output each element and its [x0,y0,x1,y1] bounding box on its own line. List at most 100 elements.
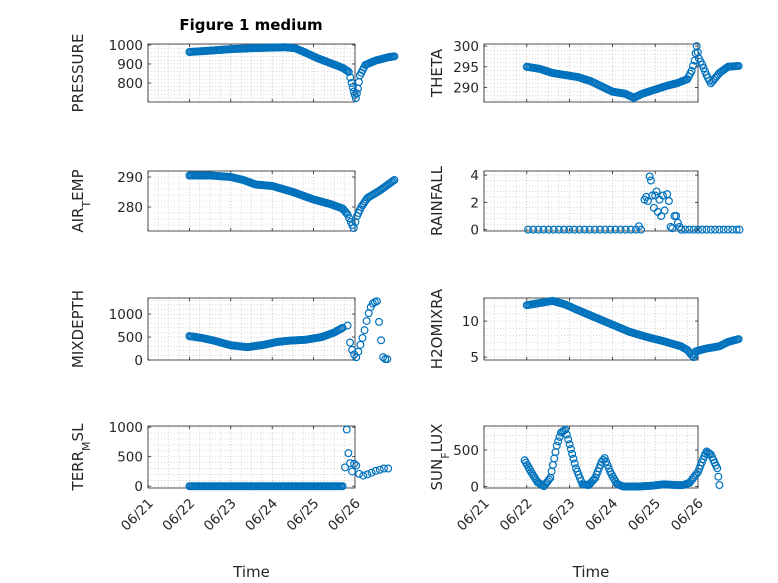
data-point [341,463,350,472]
data-point [390,52,399,61]
data-point [544,225,553,234]
axes-frame [147,297,356,361]
y-axis-label: AIRTEMP [69,169,93,232]
x-tick-label: 06/21 [454,496,493,535]
data-series [185,425,393,491]
x-tick-label: 06/26 [668,496,707,535]
x-axis-label: Time [572,563,610,581]
data-point [390,176,399,185]
data-series [185,171,399,233]
x-tick-label: 06/22 [159,496,198,535]
data-point [346,338,355,347]
data-point [616,225,625,234]
data-point [715,225,724,234]
y-tick-label: 300 [453,39,479,55]
data-point [734,61,743,70]
data-point [673,218,682,227]
data-series [524,172,744,234]
data-point [359,471,368,480]
x-tick-label: 06/25 [625,496,664,535]
figure-title: Figure 1 medium [179,16,322,34]
y-tick-label: 280 [117,200,143,216]
data-point [355,469,364,478]
data-point [603,461,612,470]
y-tick-label: 5 [470,350,479,366]
data-point [645,172,654,181]
y-tick-label: 4 [470,168,479,184]
data-point [344,449,353,458]
grid [483,426,699,488]
data-point [343,210,352,219]
data-point [569,454,578,463]
data-point [379,464,388,473]
data-point [565,225,574,234]
data-point [342,425,351,434]
data-point [338,323,347,332]
data-point [687,66,696,75]
axes-background [484,298,698,360]
axes-frame [483,170,699,232]
y-tick-label: 10 [462,314,479,330]
data-point [714,472,723,481]
data-series [522,296,743,362]
data-point [734,335,743,344]
data-point [375,465,384,474]
y-tick-label: 1000 [109,420,143,436]
data-point [527,467,536,476]
grid [483,171,699,231]
subplot-6: 5 10 H2OMIXRA [428,288,743,369]
data-point [719,225,728,234]
subplot-1: 800 900 1000 PRESSURE [69,34,399,113]
data-point [570,225,579,234]
y-tick-label: 500 [117,330,143,346]
data-point [668,224,677,233]
data-point [585,225,594,234]
x-tick-label: 06/24 [242,496,281,535]
data-point [358,333,367,342]
data-point [389,176,398,185]
data-point [689,225,698,234]
data-point [637,225,646,234]
data-point [343,321,352,330]
data-point [715,481,724,490]
data-point [348,467,357,476]
data-point [552,441,561,450]
data-point [626,225,635,234]
data-point [344,67,353,76]
y-tick-label: 900 [117,57,143,73]
data-point [711,225,720,234]
data-point [565,440,574,449]
grid [483,44,699,102]
subplot-7: 0 500 1000 06/21 06/22 06/23 06/24 06/25 06/26 TE… [69,420,393,581]
axes-background [148,298,355,360]
data-point [706,225,715,234]
y-axis-label: PRESSURE [69,34,87,113]
data-point [560,225,569,234]
data-series [185,43,399,103]
axes-frame [147,170,356,232]
data-point [352,89,361,98]
data-point [564,435,573,444]
data-point [362,316,371,325]
data-point [580,225,589,234]
x-tick-label: 06/23 [540,496,579,535]
data-point [681,225,690,234]
data-point [360,326,369,335]
data-point [689,61,698,70]
y-axis-label: TERRMSL [69,423,93,492]
subplot-5: 0 500 1000 MIXDEPTH [69,290,392,369]
data-point [595,225,604,234]
data-point [354,78,363,87]
y-tick-label: 0 [470,223,479,239]
data-point [545,475,554,484]
data-point [602,457,611,466]
data-point [713,464,722,473]
y-tick-label: 500 [117,450,143,466]
y-tick-label: 800 [117,76,143,92]
data-point [363,470,372,479]
data-point [646,176,655,185]
data-point [528,469,537,478]
data-point [530,474,539,483]
